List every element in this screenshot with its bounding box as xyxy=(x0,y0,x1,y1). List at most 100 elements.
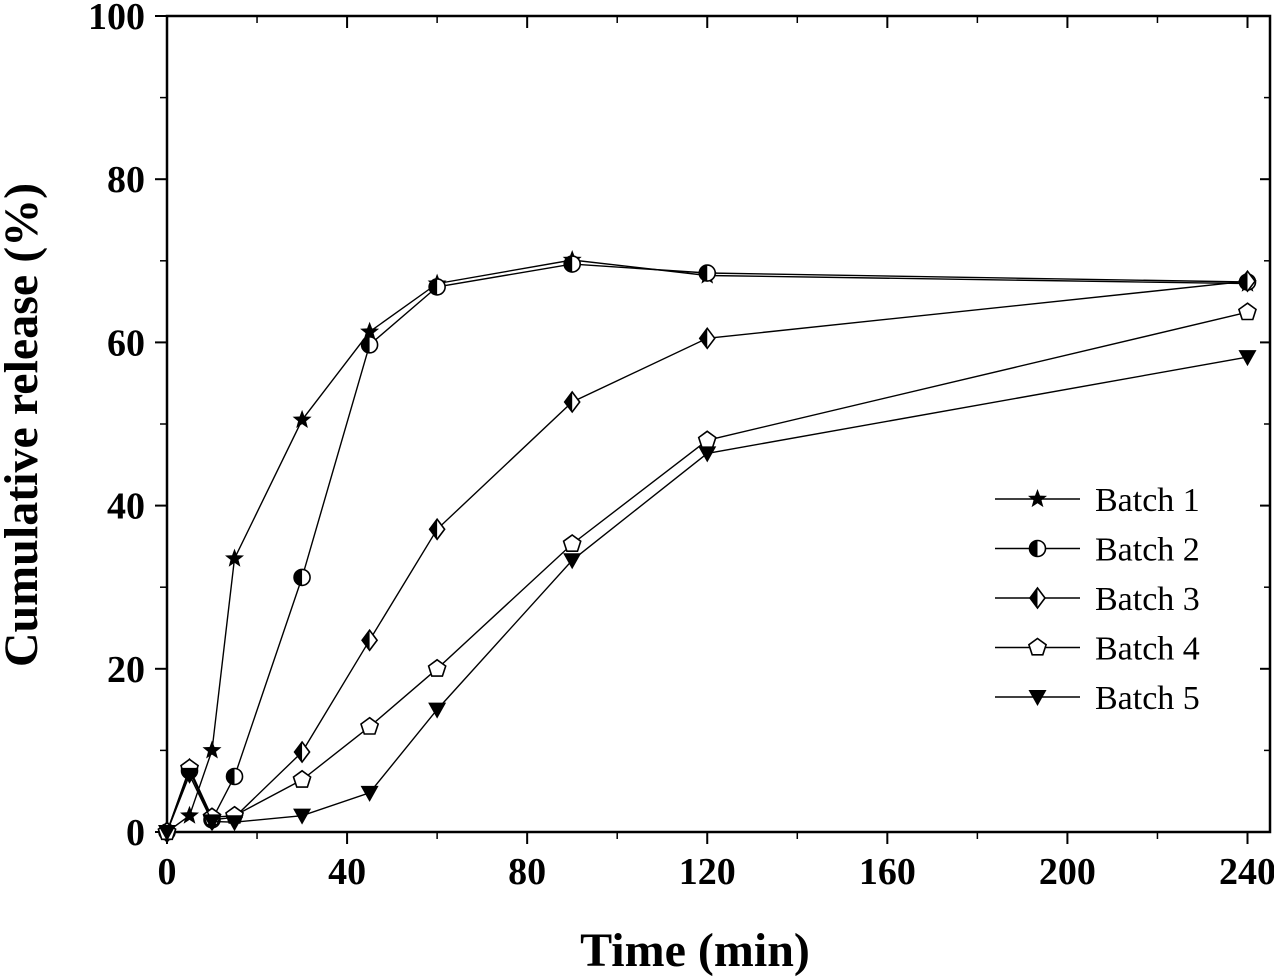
diamond-fill-half xyxy=(699,328,708,349)
pentagon-shape xyxy=(427,658,447,677)
marker-star xyxy=(180,805,199,824)
triangle-shape xyxy=(563,553,582,570)
legend-label: Batch 4 xyxy=(1095,631,1200,668)
pentagon-shape xyxy=(562,534,582,553)
x-tick-label: 120 xyxy=(679,851,736,893)
marker-pentagon xyxy=(292,769,312,788)
series-line xyxy=(166,280,1248,833)
marker-pentagon xyxy=(427,658,447,677)
y-tick-label: 60 xyxy=(107,322,145,364)
star-shape xyxy=(292,409,312,428)
marker-half-circle xyxy=(360,336,379,354)
circle-fill-half xyxy=(429,278,438,295)
marker-half-circle xyxy=(225,767,244,786)
legend-label: Batch 3 xyxy=(1095,581,1200,618)
marker-pentagon xyxy=(697,430,717,449)
triangle-shape xyxy=(698,446,717,463)
legend-label: Batch 5 xyxy=(1095,680,1200,717)
marker-triangle-down xyxy=(158,825,176,841)
marker-half-circle xyxy=(293,568,311,587)
star-shape xyxy=(225,548,244,567)
x-tick-label: 80 xyxy=(508,851,546,893)
circle-fill-half xyxy=(226,768,235,785)
legend-item-2: Batch 2 xyxy=(995,532,1200,569)
pentagon-shape xyxy=(1237,302,1257,321)
series-line xyxy=(166,311,1248,833)
marker-pentagon xyxy=(562,534,582,553)
marker-triangle-down xyxy=(428,702,447,719)
y-tick-label: 20 xyxy=(107,649,145,691)
circle-fill-half xyxy=(699,265,708,282)
x-axis-title: Time (min) xyxy=(580,924,810,977)
diamond-fill-half xyxy=(294,742,303,763)
marker-star xyxy=(225,548,244,567)
pentagon-shape xyxy=(1027,637,1048,656)
marker-half-diamond xyxy=(698,326,716,350)
marker-star xyxy=(202,740,222,759)
marker-star xyxy=(292,409,312,428)
series-5 xyxy=(158,350,1257,841)
y-tick-label: 40 xyxy=(107,486,145,528)
diamond-fill-half xyxy=(1030,588,1038,608)
triangle-shape xyxy=(428,702,447,719)
x-tick-label: 0 xyxy=(158,851,177,893)
circle-fill-half xyxy=(361,336,370,353)
triangle-shape xyxy=(1238,350,1257,367)
triangle-shape xyxy=(360,785,379,802)
legend-label: Batch 1 xyxy=(1095,482,1200,519)
triangle-shape xyxy=(203,814,222,831)
diamond-fill-half xyxy=(564,391,573,412)
marker-half-diamond xyxy=(1238,269,1256,293)
triangle-shape xyxy=(293,808,312,825)
marker-triangle-down xyxy=(698,446,717,463)
legend-label: Batch 2 xyxy=(1095,532,1200,569)
star-shape xyxy=(180,805,199,824)
circle-fill-half xyxy=(294,569,303,586)
x-tick-label: 240 xyxy=(1219,851,1274,893)
marker-triangle-down xyxy=(293,808,312,825)
legend-item-5: Batch 5 xyxy=(995,680,1200,717)
marker-star xyxy=(1028,489,1047,508)
star-shape xyxy=(1028,489,1047,508)
marker-triangle-down xyxy=(360,785,379,802)
marker-half-diamond xyxy=(428,517,446,541)
diamond-fill-half xyxy=(1239,271,1248,292)
y-axis-title: Cumulative release (%) xyxy=(0,183,48,667)
x-tick-label: 200 xyxy=(1039,851,1096,893)
pentagon-shape xyxy=(697,430,717,449)
legend-item-1: Batch 1 xyxy=(995,482,1200,519)
series-4 xyxy=(157,302,1257,841)
diamond-fill-half xyxy=(362,630,370,651)
y-tick-label: 0 xyxy=(126,812,145,854)
marker-half-diamond xyxy=(293,740,311,764)
marker-half-diamond xyxy=(361,628,379,652)
marker-triangle-down xyxy=(1028,690,1047,706)
marker-pentagon xyxy=(360,716,380,735)
marker-half-circle xyxy=(563,255,581,273)
series-3 xyxy=(158,269,1256,844)
marker-triangle-down xyxy=(180,767,199,784)
star-shape xyxy=(360,321,380,340)
series-line xyxy=(166,259,1248,833)
circle-fill-half xyxy=(1029,540,1038,557)
marker-half-circle xyxy=(698,264,717,282)
marker-triangle-down xyxy=(1238,350,1257,367)
series-layer xyxy=(157,250,1257,844)
marker-half-diamond xyxy=(563,390,581,414)
marker-half-diamond xyxy=(1029,586,1046,610)
series-line xyxy=(166,356,1248,833)
x-tick-label: 40 xyxy=(328,851,366,893)
triangle-shape xyxy=(1028,690,1047,706)
star-shape xyxy=(202,740,222,759)
diamond-fill-half xyxy=(429,519,438,540)
marker-star xyxy=(360,321,380,340)
marker-half-circle xyxy=(428,278,446,296)
legend-item-4: Batch 4 xyxy=(995,631,1200,668)
pentagon-shape xyxy=(360,716,380,735)
axes: 0 40 80 120 160 200 240 0 20 40 60 80 100 xyxy=(88,0,1274,893)
marker-triangle-down xyxy=(225,815,244,832)
marker-half-circle xyxy=(1028,539,1047,558)
marker-pentagon xyxy=(1237,302,1257,321)
marker-pentagon xyxy=(1027,637,1048,656)
